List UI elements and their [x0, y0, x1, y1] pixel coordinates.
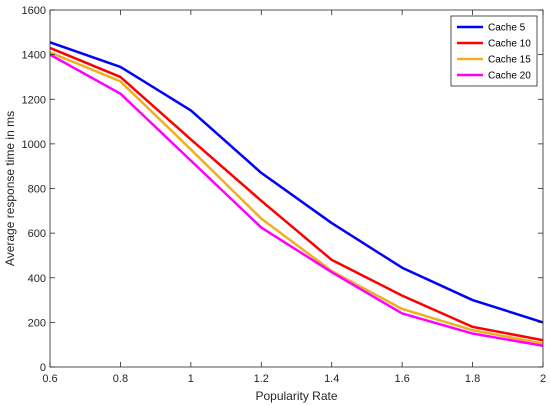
x-tick-label: 1.8 [465, 373, 480, 385]
series-line-3 [49, 51, 544, 345]
y-tick-label: 1200 [22, 94, 46, 106]
y-tick-label: 1000 [22, 139, 46, 151]
y-tick-label: 0 [40, 362, 46, 374]
x-tick-label: 0.8 [113, 373, 128, 385]
legend: Cache 5 Cache 10 Cache 15 Cache 20 [450, 15, 538, 87]
y-tick-label: 1600 [22, 5, 46, 17]
ticks-layer: 0.6 0.8 1 1.2 1.4 1.6 1.8 2 0 200 400 600 800 1000 120… [22, 5, 547, 385]
series-layer [49, 41, 544, 348]
x-tick-label: 1.4 [324, 373, 339, 385]
y-axis-label: Average response time in ms [3, 111, 17, 266]
x-tick-label: 1.2 [254, 373, 269, 385]
x-tick-label: 2 [540, 373, 546, 385]
x-tick-label: 1.6 [394, 373, 409, 385]
series-line-1 [49, 41, 544, 324]
y-tick-label: 1400 [22, 50, 46, 62]
legend-entry-label: Cache 20 [488, 71, 531, 82]
y-tick-label: 800 [28, 184, 46, 196]
x-axis-label: Popularity Rate [255, 389, 337, 403]
legend-entry-label: Cache 15 [488, 55, 531, 66]
x-tick-label: 1 [188, 373, 194, 385]
x-tick-label: 0.6 [42, 373, 57, 385]
series-line-4 [49, 53, 544, 348]
y-tick-label: 600 [28, 228, 46, 240]
legend-entry-label: Cache 10 [488, 39, 531, 50]
y-tick-label: 400 [28, 273, 46, 285]
series-line-2 [49, 46, 544, 342]
legend-entry-label: Cache 5 [488, 23, 526, 34]
y-tick-label: 200 [28, 317, 46, 329]
